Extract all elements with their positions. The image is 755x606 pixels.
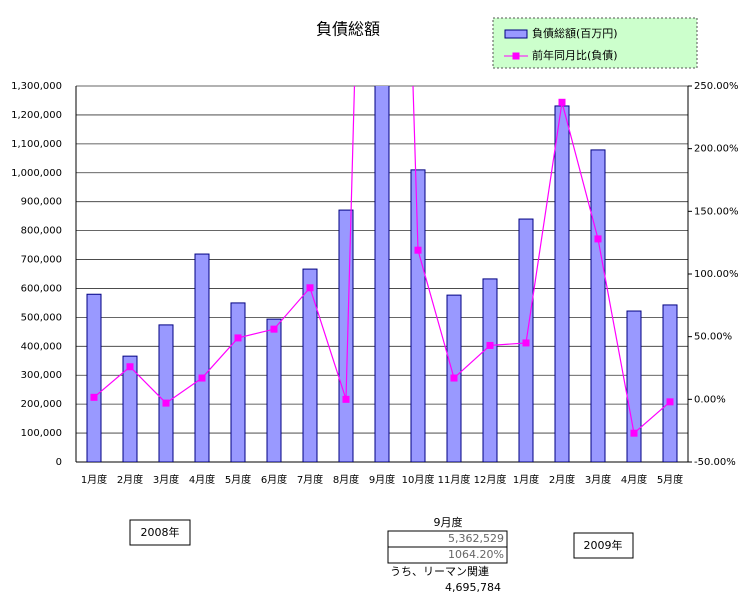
y-tick-label: 1,300,000 [11,81,62,92]
x-tick-label: 4月度 [189,473,215,486]
x-tick-label: 5月度 [225,473,251,486]
legend-label: 前年同月比(負債) [532,48,618,62]
bar [662,304,678,462]
y-tick-label: 900,000 [21,197,62,208]
x-tick-label: 11月度 [438,473,471,486]
y-tick-label: 1,100,000 [11,139,62,150]
annotation-label: 9月度 [434,515,463,529]
x-tick-label: 7月度 [297,473,323,486]
bar [86,293,102,462]
y-tick-label: 700,000 [21,255,62,266]
marker [666,398,674,406]
y2-tick-label: 250.00% [694,81,739,92]
bar [338,209,354,462]
x-tick-label: 10月度 [402,473,435,486]
marker [162,399,170,407]
x-tick-label: 3月度 [585,473,611,486]
bar [410,169,426,462]
x-tick-label: 1月度 [513,473,539,486]
bar [158,324,174,462]
x-tick-label: 2月度 [117,473,143,486]
marker [270,325,278,333]
x-tick-label: 5月度 [657,473,683,486]
marker [558,98,566,106]
bar [374,86,390,462]
annotation-note-value: 4,695,784 [445,581,501,594]
legend-swatch [512,52,520,60]
y2-tick-label: 150.00% [694,206,739,217]
y2-tick-label: 100.00% [694,269,739,280]
annotation-value: 5,362,529 [448,532,504,545]
bar [482,278,498,462]
bar [626,310,642,462]
y-tick-label: 1,200,000 [11,110,62,121]
marker [630,429,638,437]
x-tick-label: 12月度 [474,473,507,486]
bar [590,149,606,462]
year-box [573,532,634,559]
x-tick-label: 8月度 [333,473,359,486]
annotation-ratio: 1064.20% [448,548,504,561]
x-tick-label: 3月度 [153,473,179,486]
line [93,86,671,435]
marker [486,341,494,349]
marker [90,393,98,401]
bar [554,105,570,462]
y-tick-label: 400,000 [21,341,62,352]
year-label: 2008年 [141,525,180,539]
x-tick-label: 2月度 [549,473,575,486]
y2-tick-label: -50.00% [694,457,736,468]
y-tick-label: 100,000 [21,428,62,439]
marker [234,334,242,342]
y-tick-label: 0 [56,457,62,468]
bar [302,268,318,462]
chart-title: 負債総額 [316,20,380,39]
bar [122,355,138,462]
annotation-note: うち、リーマン関連 [390,564,489,578]
marker [414,246,422,254]
x-tick-label: 6月度 [261,473,287,486]
x-tick-label: 4月度 [621,473,647,486]
bar [194,253,210,462]
y2-tick-label: 0.00% [694,394,726,405]
y-tick-label: 600,000 [21,283,62,294]
bar [266,318,282,462]
y-tick-label: 1,000,000 [11,168,62,179]
y-tick-label: 500,000 [21,312,62,323]
x-tick-label: 1月度 [81,473,107,486]
marker [306,284,314,292]
marker [594,235,602,243]
y2-tick-label: 50.00% [694,332,732,343]
legend-label: 負債総額(百万円) [532,26,618,40]
y-tick-label: 800,000 [21,226,62,237]
y-tick-label: 300,000 [21,370,62,381]
y-tick-label: 200,000 [21,399,62,410]
year-box [129,519,191,546]
x-tick-label: 9月度 [369,473,395,486]
annotation-cell [387,546,508,564]
marker [522,339,530,347]
y2-tick-label: 200.00% [694,144,739,155]
legend-swatch [504,29,528,39]
marker [198,374,206,382]
marker [450,374,458,382]
marker [126,363,134,371]
marker [342,395,350,403]
plot-area [86,86,678,462]
year-label: 2009年 [584,538,623,552]
legend-box [492,17,698,69]
bar [230,302,246,462]
